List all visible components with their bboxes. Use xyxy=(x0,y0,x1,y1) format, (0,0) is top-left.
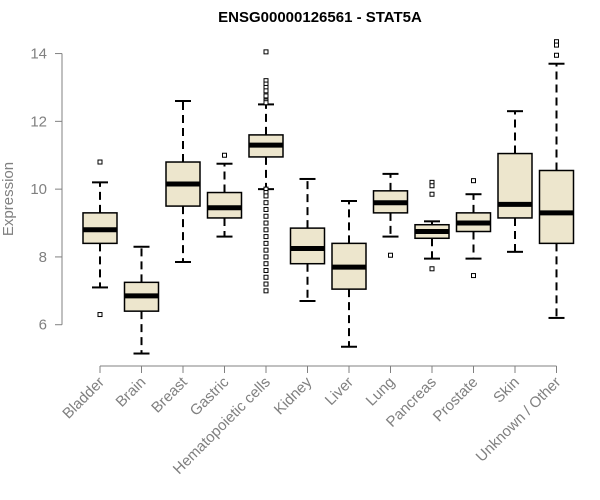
box xyxy=(497,152,533,219)
y-tick-label: 14 xyxy=(30,46,47,63)
outlier-point xyxy=(263,281,269,287)
outlier-point xyxy=(263,193,269,199)
box-group xyxy=(331,200,367,348)
outlier-point xyxy=(222,152,227,158)
outlier-point xyxy=(429,191,435,197)
outlier-point xyxy=(263,261,269,267)
outlier-point xyxy=(471,178,476,184)
y-axis: 6 8 10 12 14 xyxy=(30,46,63,334)
outlier-point xyxy=(263,234,269,240)
x-tick-label: Breast xyxy=(148,373,191,416)
y-axis-label: Expression xyxy=(0,162,17,236)
outlier-point xyxy=(554,42,559,48)
x-tick-label: Brain xyxy=(113,374,150,411)
outlier-point xyxy=(263,288,269,294)
outlier-point xyxy=(263,213,269,219)
box-group xyxy=(497,110,533,253)
box-group xyxy=(123,245,160,355)
outlier-point xyxy=(263,227,269,233)
x-tick-label: Bladder xyxy=(59,374,108,423)
y-tick-label: 10 xyxy=(30,181,47,198)
outlier-point xyxy=(429,183,435,189)
box-group xyxy=(414,179,450,272)
y-tick-label: 6 xyxy=(39,317,47,334)
outlier-point xyxy=(263,254,269,260)
x-tick-label: Kidney xyxy=(271,373,316,418)
box xyxy=(538,169,575,245)
x-tick-label: Lung xyxy=(363,374,399,410)
outlier-point xyxy=(263,200,269,206)
x-tick-label: Skin xyxy=(490,374,523,407)
outlier-point xyxy=(388,252,393,258)
outlier-point xyxy=(263,88,269,94)
outlier-point xyxy=(263,240,269,246)
box-group xyxy=(82,159,118,318)
outlier-point xyxy=(429,266,435,272)
box-group xyxy=(248,49,284,294)
y-tick-label: 8 xyxy=(39,249,47,266)
outlier-point xyxy=(263,100,269,106)
outlier-point xyxy=(97,312,103,318)
outlier-point xyxy=(263,49,269,55)
outlier-point xyxy=(263,247,269,253)
box xyxy=(289,227,326,265)
x-tick-label: Liver xyxy=(322,374,357,409)
box-group xyxy=(165,100,201,264)
box-group xyxy=(372,172,409,258)
outlier-point xyxy=(471,273,476,279)
chart-title: ENSG00000126561 - STAT5A xyxy=(218,9,422,26)
box-group xyxy=(538,39,575,319)
outlier-point xyxy=(554,52,559,58)
outlier-point xyxy=(263,274,269,280)
outlier-point xyxy=(263,220,269,226)
y-tick-label: 12 xyxy=(30,113,47,130)
box-group xyxy=(289,177,326,302)
box-group xyxy=(206,152,243,238)
x-tick-label: Prostate xyxy=(430,374,482,426)
outlier-point xyxy=(263,206,269,212)
box-group xyxy=(455,178,492,279)
box-series xyxy=(82,39,575,355)
outlier-point xyxy=(97,159,103,165)
box xyxy=(206,191,243,219)
outlier-point xyxy=(263,267,269,273)
outlier-point xyxy=(263,93,269,99)
